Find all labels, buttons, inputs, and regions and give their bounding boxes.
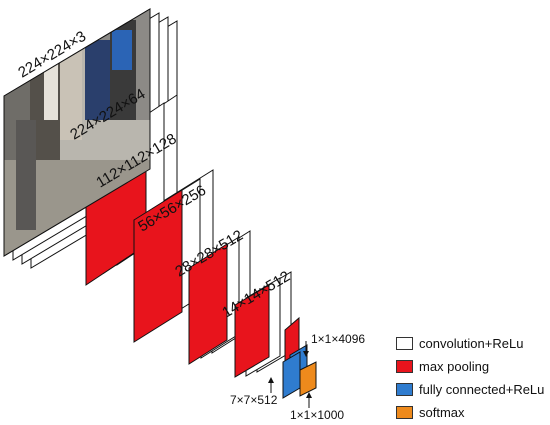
legend-label-softmax: softmax	[419, 405, 465, 420]
fc-label: 1×1×4096	[311, 332, 365, 346]
legend-label-pool: max pooling	[419, 359, 490, 374]
legend-label-conv: convolution+ReLu	[419, 336, 524, 351]
legend: convolution+ReLu max pooling fully conne…	[396, 332, 544, 424]
legend-item-fc: fully connected+ReLu	[396, 378, 544, 401]
legend-item-pool: max pooling	[396, 355, 544, 378]
legend-label-fc: fully connected+ReLu	[419, 382, 545, 397]
layer-slab-softmax-20	[299, 361, 317, 397]
softmax-swatch	[396, 406, 413, 419]
layer-slab-pool-13	[188, 243, 228, 365]
layer-slab-pool-16	[234, 284, 270, 378]
legend-item-softmax: softmax	[396, 401, 544, 424]
pool-swatch	[396, 360, 413, 373]
fc-swatch	[396, 383, 413, 396]
legend-item-conv: convolution+ReLu	[396, 332, 544, 355]
conv-swatch	[396, 337, 413, 350]
softmax-label: 1×1×1000	[290, 408, 344, 422]
pool5-label: 7×7×512	[230, 393, 278, 407]
layer-slab-pool-10	[133, 189, 183, 343]
